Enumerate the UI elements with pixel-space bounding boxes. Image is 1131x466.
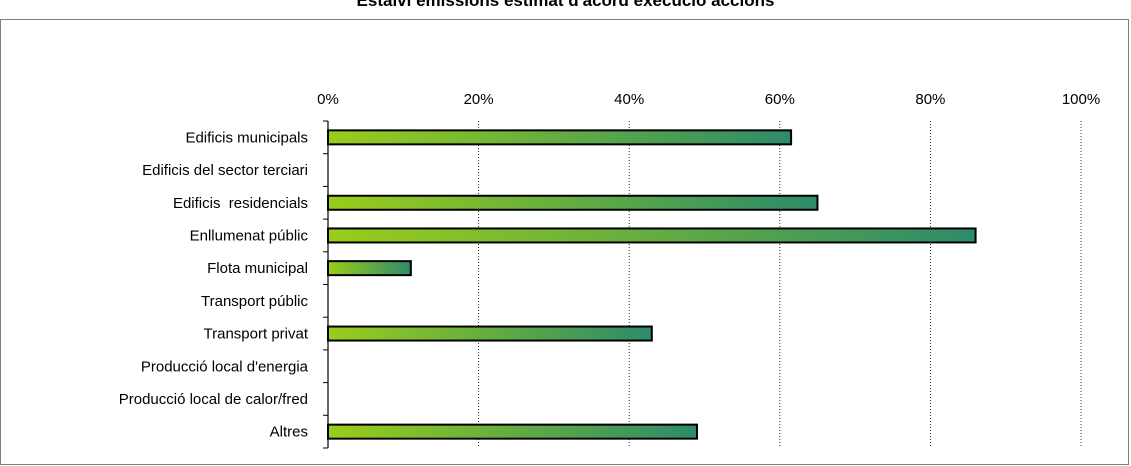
x-tick-label: 80% (915, 91, 945, 108)
category-label: Flota municipal (207, 260, 308, 277)
category-label: Edificis residencials (173, 195, 308, 212)
bar (327, 260, 412, 277)
x-tick-label: 40% (614, 91, 644, 108)
x-tick-label: 100% (1062, 91, 1100, 108)
x-tick-label: 0% (317, 91, 339, 108)
category-label: Transport públic (201, 293, 308, 310)
chart-title: Estalvi emissions estimat d'acord execuc… (356, 0, 775, 10)
category-label: Edificis municipals (185, 129, 308, 146)
category-label: Producció local d'energia (141, 358, 309, 375)
category-label: Edificis del sector terciari (142, 162, 308, 179)
category-label: Transport privat (204, 326, 309, 343)
x-tick-label: 20% (464, 91, 494, 108)
category-label: Enllumenat públic (190, 227, 309, 244)
bar (327, 129, 793, 146)
bar (327, 325, 653, 342)
x-tick-label: 60% (765, 91, 795, 108)
bar (327, 227, 977, 244)
bar (327, 194, 819, 211)
category-label: Altres (270, 424, 308, 441)
bar (327, 423, 698, 440)
category-label: Producció local de calor/fred (119, 391, 308, 408)
